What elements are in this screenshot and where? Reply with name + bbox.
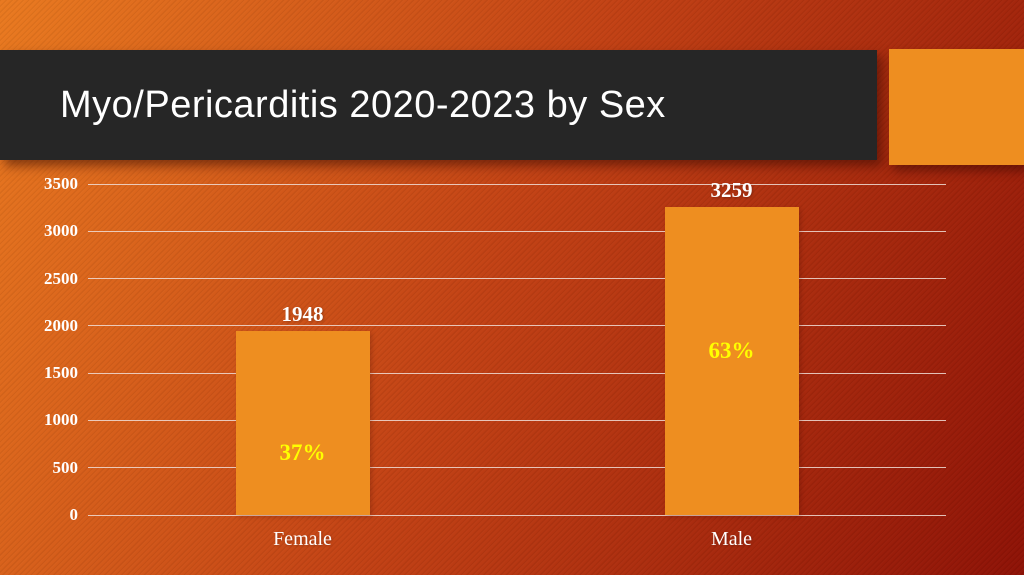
gridline <box>88 467 946 469</box>
gridline <box>88 183 946 185</box>
bar-percent-label: 63% <box>708 338 755 364</box>
y-axis-tick-label: 500 <box>52 457 79 477</box>
y-axis-tick-label: 1000 <box>44 410 78 430</box>
bar-value-label: 1948 <box>281 301 324 326</box>
gridline <box>88 325 946 327</box>
bar <box>664 206 799 515</box>
y-axis-tick-label: 2000 <box>44 315 78 335</box>
gridline <box>88 419 946 421</box>
title-bar: Myo/Pericarditis 2020-2023 by Sex <box>0 50 877 160</box>
x-axis-category-label: Male <box>710 528 753 550</box>
y-axis-tick-label: 3000 <box>44 221 78 241</box>
accent-square <box>889 49 1024 165</box>
bar-value-label: 3259 <box>710 177 753 202</box>
bar-percent-label: 37% <box>279 439 326 465</box>
gridline <box>88 230 946 232</box>
y-axis-tick-label: 3500 <box>44 174 78 193</box>
slide-title: Myo/Pericarditis 2020-2023 by Sex <box>60 83 666 126</box>
y-axis-tick-label: 2500 <box>44 268 78 288</box>
gridline <box>88 514 946 516</box>
y-axis-tick-label: 0 <box>69 505 79 524</box>
bar <box>235 330 370 515</box>
gridline <box>88 278 946 280</box>
y-axis-tick-label: 1500 <box>44 363 78 383</box>
gridline <box>88 372 946 374</box>
x-axis-category-label: Female <box>273 528 332 550</box>
